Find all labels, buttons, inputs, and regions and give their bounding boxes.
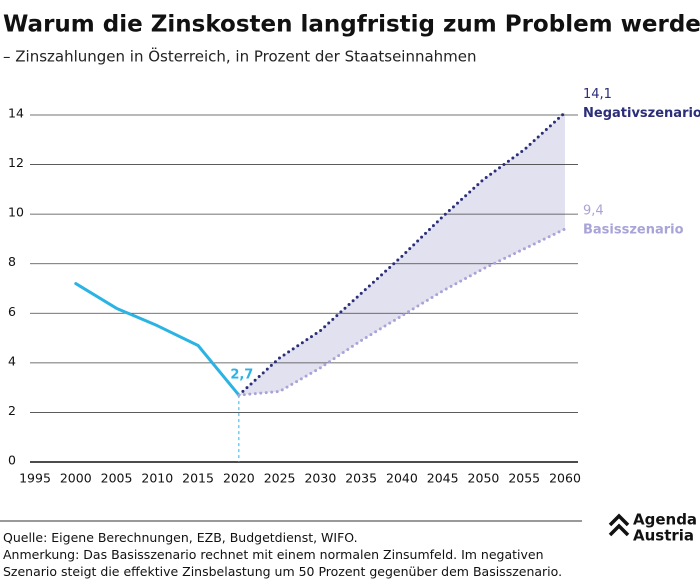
- legend-label: Negativszenario: [583, 106, 700, 121]
- y-tick-label: 6: [8, 304, 16, 319]
- series-line: [237, 227, 567, 397]
- y-tick-label: 14: [8, 106, 24, 121]
- y-tick-label: 4: [8, 353, 16, 368]
- x-tick-label: 2000: [60, 471, 92, 486]
- x-tick-label: 2050: [468, 471, 500, 486]
- chart-subtitle: – Zinszahlungen in Österreich, in Prozen…: [3, 47, 477, 66]
- logo-icon: [608, 513, 630, 537]
- x-tick-label: 2035: [345, 471, 377, 486]
- x-tick-label: 2015: [182, 471, 214, 486]
- x-tick-label: 1995: [19, 471, 51, 486]
- y-tick-label: 8: [8, 254, 16, 269]
- logo-text: Agenda: [633, 511, 697, 529]
- x-tick-label: 2055: [508, 471, 540, 486]
- footer: Quelle: Eigene Berechnungen, EZB, Budget…: [3, 529, 593, 580]
- note: Anmerkung: Das Basisszenario rechnet mit…: [3, 547, 563, 579]
- source: Quelle: Eigene Berechnungen, EZB, Budget…: [3, 530, 358, 545]
- series-line: [237, 111, 567, 397]
- x-tick-label: 2010: [141, 471, 173, 486]
- x-tick-label: 2030: [304, 471, 336, 486]
- y-tick-label: 12: [8, 155, 24, 170]
- y-tick-label: 0: [8, 453, 16, 468]
- scenario-band: [238, 112, 565, 396]
- chart-title: Warum die Zinskosten langfristig zum Pro…: [3, 12, 700, 38]
- x-tick-label: 2020: [223, 471, 255, 486]
- x-tick-label: 2060: [549, 471, 581, 486]
- series-line: [74, 282, 241, 397]
- y-tick-label: 10: [8, 205, 24, 220]
- x-tick-label: 2005: [101, 471, 133, 486]
- value-label: 14,1: [583, 87, 612, 102]
- legend-label: Basisszenario: [583, 223, 684, 238]
- x-tick-label: 2045: [427, 471, 459, 486]
- logo-text: Austria: [633, 527, 694, 545]
- y-tick-label: 2: [8, 403, 16, 418]
- value-label: 2,7: [230, 368, 253, 383]
- x-tick-label: 2025: [264, 471, 296, 486]
- x-tick-label: 2040: [386, 471, 418, 486]
- value-label: 9,4: [583, 204, 604, 219]
